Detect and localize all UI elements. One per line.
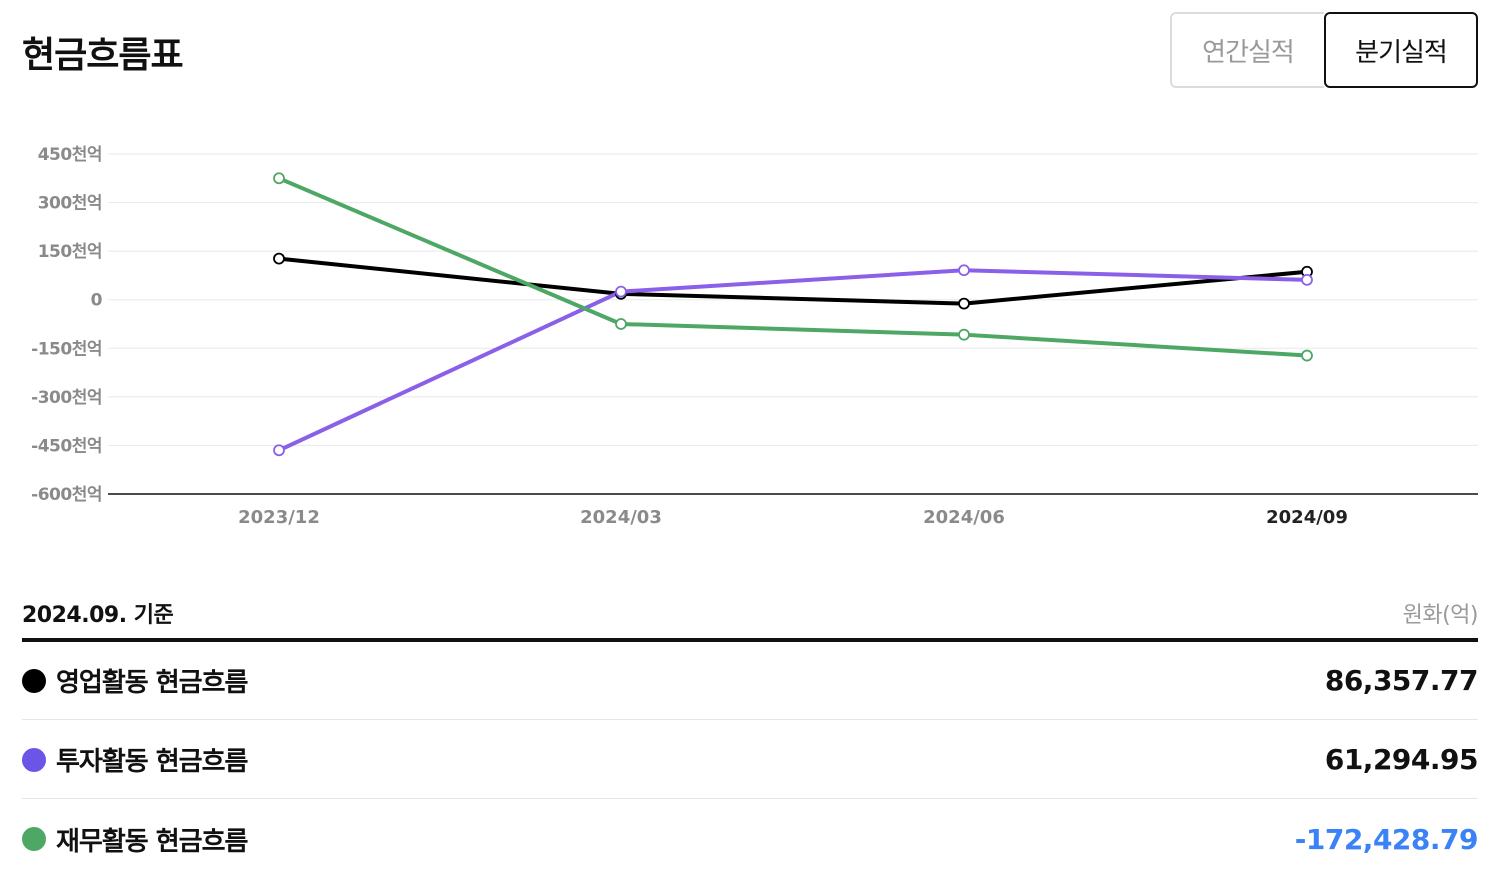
page-title: 현금흐름표 [22, 35, 184, 76]
row-value: -172,428.79 [1294, 822, 1479, 856]
table-row-operating: 영업활동 현금흐름 86,357.77 [22, 642, 1479, 720]
series-line-2 [277, 176, 1309, 358]
y-tick-label: -600천억 [31, 485, 102, 505]
currency-unit: 원화(억) [1402, 603, 1479, 628]
y-tick-label: -300천억 [31, 388, 102, 408]
table-row-financing: 재무활동 현금흐름 -172,428.79 [22, 800, 1479, 878]
row-label: 재무활동 현금흐름 [56, 826, 248, 857]
legend-dot-investing [22, 747, 46, 772]
row-value: 61,294.95 [1324, 743, 1479, 776]
table-header: 2024.09. 기준 원화(억) [22, 588, 1479, 642]
y-tick-label: -150천억 [31, 339, 102, 359]
series-line-0 [277, 256, 1309, 306]
data-point [273, 252, 285, 265]
y-tick-label: 150천억 [38, 242, 102, 262]
cashflow-line-chart: 450천억 300천억 150천억 0 -150천억 -300천억 -450천억 -600천억… [31, 145, 1478, 528]
x-tick-label: 2024/09 [1266, 507, 1348, 528]
data-point [615, 285, 627, 298]
basis-date: 2024.09. 기준 [22, 603, 174, 628]
x-tick-label: 2024/03 [580, 507, 662, 528]
y-tick-label: 300천억 [38, 194, 102, 214]
y-tick-label: 0 [91, 291, 103, 311]
row-label: 영업활동 현금흐름 [56, 668, 248, 698]
table-row-investing: 투자활동 현금흐름 61,294.95 [22, 721, 1479, 799]
tab-annual[interactable]: 연간실적 [1170, 12, 1324, 88]
legend-dot-operating [22, 668, 46, 693]
data-point [958, 297, 970, 310]
data-point [273, 444, 285, 457]
data-point [1301, 273, 1313, 286]
x-tick-label: 2023/12 [238, 507, 320, 528]
legend-dot-financing [22, 827, 46, 851]
y-tick-label: 450천억 [38, 145, 102, 165]
series-line-1 [277, 268, 1309, 453]
x-tick-label: 2024/06 [923, 507, 1005, 528]
y-tick-label: -450천억 [31, 436, 102, 456]
data-point [958, 328, 970, 341]
row-label: 투자활동 현금흐름 [56, 747, 248, 777]
tab-quarterly[interactable]: 분기실적 [1324, 12, 1478, 88]
row-value: 86,357.77 [1324, 664, 1479, 697]
data-point [1301, 349, 1313, 362]
data-point [273, 172, 285, 185]
data-point [958, 264, 970, 277]
data-point [615, 318, 627, 330]
period-tab-group: 연간실적 분기실적 [1170, 12, 1478, 88]
